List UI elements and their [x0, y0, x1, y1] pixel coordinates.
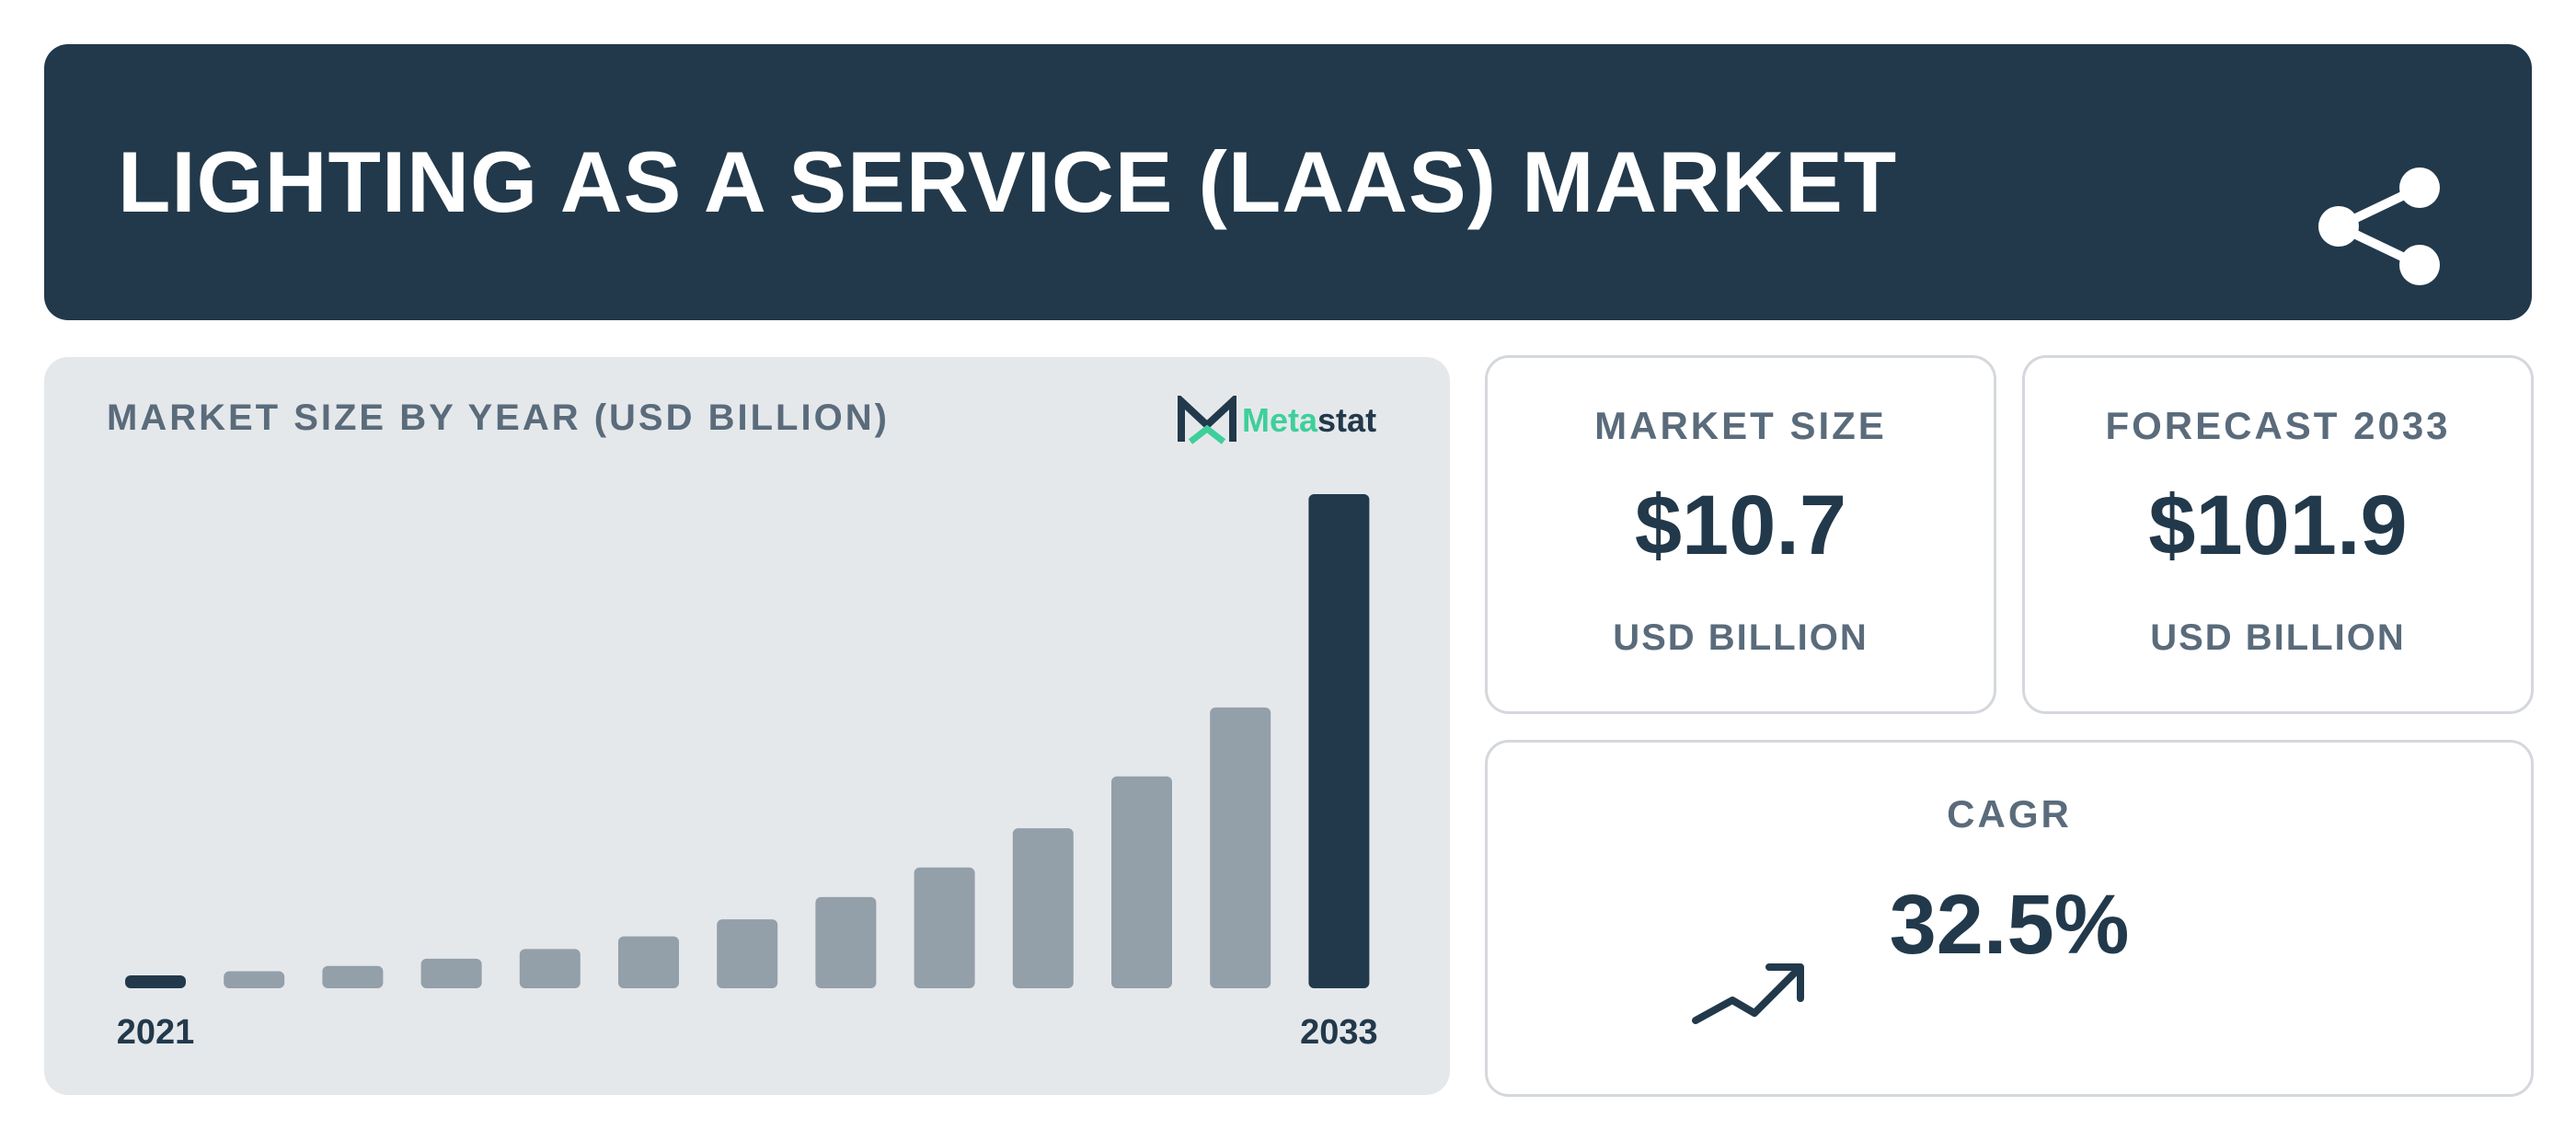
- page-title: LIGHTING AS A SERVICE (LAAS) MARKET: [118, 133, 1898, 230]
- bar-2025: [519, 949, 581, 988]
- cagr-value: 32.5%: [1889, 878, 2130, 972]
- forecast-label: FORECAST 2033: [2105, 404, 2451, 447]
- metastat-logo-text: Metastat: [1242, 398, 1376, 444]
- chart-card: MARKET SIZE BY YEAR (USD BILLION) Metast…: [44, 357, 1450, 1095]
- bar-2022: [224, 971, 285, 988]
- bar-2031: [1111, 776, 1172, 988]
- logo-meta-text: Meta: [1242, 401, 1318, 439]
- bar-2030: [1012, 828, 1074, 988]
- market-size-card: MARKET SIZE $10.7 USD BILLION: [1485, 355, 1996, 714]
- bar-chart: 2021 2033: [117, 494, 1378, 1052]
- forecast-card: FORECAST 2033 $101.9 USD BILLION: [2022, 355, 2534, 714]
- bar-2028: [815, 896, 877, 988]
- market-size-unit: USD BILLION: [1613, 617, 1869, 658]
- market-size-label: MARKET SIZE: [1594, 404, 1887, 447]
- chart-title: MARKET SIZE BY YEAR (USD BILLION): [107, 398, 890, 438]
- bar-2033: [1308, 494, 1370, 988]
- bar-2023: [322, 965, 384, 988]
- header-banner: LIGHTING AS A SERVICE (LAAS) MARKET: [44, 44, 2532, 320]
- tick-label-2021: 2021: [117, 1013, 195, 1052]
- trend-up-icon: [1692, 963, 1804, 1024]
- metastat-logo-mark: [1178, 396, 1236, 444]
- bar-2024: [420, 958, 482, 988]
- bar-2032: [1210, 707, 1271, 988]
- cagr-label: CAGR: [1947, 792, 2072, 836]
- tick-label-2033: 2033: [1300, 1013, 1378, 1052]
- cagr-card: CAGR 32.5%: [1485, 740, 2534, 1097]
- bar-2021: [125, 975, 186, 988]
- forecast-value: $101.9: [2148, 478, 2408, 572]
- market-size-value: $10.7: [1634, 478, 1847, 572]
- share-icon[interactable]: [2317, 162, 2445, 291]
- bar-2026: [618, 936, 679, 988]
- forecast-unit: USD BILLION: [2150, 617, 2406, 658]
- bar-2027: [717, 919, 778, 988]
- bar-2029: [914, 867, 975, 988]
- logo-stat-text: stat: [1317, 401, 1377, 439]
